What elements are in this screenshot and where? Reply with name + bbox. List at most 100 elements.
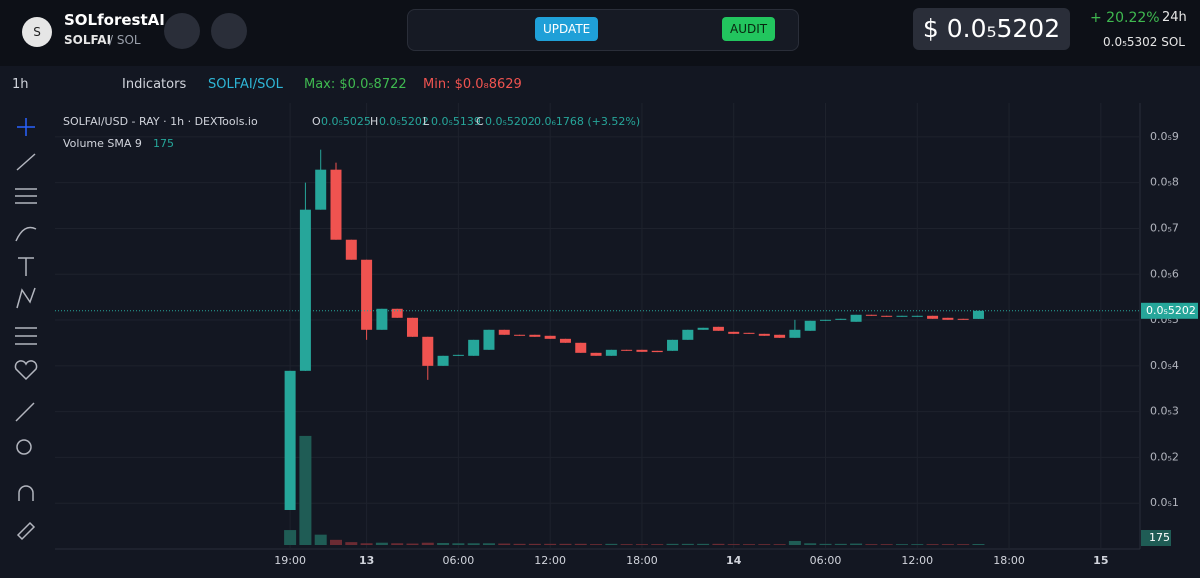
candle-body bbox=[728, 331, 740, 334]
x-tick-label: 14 bbox=[726, 554, 742, 567]
volume-axis-label: 175 bbox=[1149, 531, 1170, 544]
candle-body bbox=[498, 329, 510, 335]
volume-bar bbox=[972, 543, 985, 545]
token-name[interactable]: SOLforestAI bbox=[64, 11, 165, 29]
candle-body bbox=[972, 310, 984, 319]
candle-body bbox=[758, 333, 770, 336]
prediction-tool[interactable] bbox=[15, 327, 37, 345]
favorite-button[interactable] bbox=[164, 13, 200, 49]
audit-button[interactable]: AUDIT bbox=[722, 17, 776, 41]
volume-bar bbox=[743, 544, 756, 545]
volume-bar bbox=[590, 544, 603, 545]
price: $ 0.0₅5202 bbox=[913, 8, 1070, 50]
pattern-tool[interactable] bbox=[16, 287, 36, 309]
volume-bar bbox=[391, 543, 404, 545]
legend-key: H bbox=[370, 115, 378, 128]
candle-body bbox=[621, 349, 633, 351]
legend: SOLFAI/USD - RAY · 1h · DEXTools.io O 0.… bbox=[63, 115, 640, 150]
crosshair-tool[interactable] bbox=[17, 118, 35, 136]
min: Min: $0.0₈8629 bbox=[423, 77, 522, 92]
volume-bar bbox=[544, 543, 557, 545]
volume-bar bbox=[850, 543, 863, 545]
symbol: SOLFAI bbox=[64, 33, 112, 47]
candle-body bbox=[529, 334, 541, 337]
brush-tool[interactable] bbox=[15, 226, 37, 242]
volume-bar bbox=[941, 544, 954, 545]
candle-body bbox=[284, 370, 296, 510]
candle-body bbox=[544, 335, 556, 339]
volume-bar bbox=[467, 543, 480, 545]
x-tick-label: 19:00 bbox=[274, 554, 306, 567]
y-tick-label: 0.0₅6 bbox=[1150, 267, 1179, 280]
volume-bar bbox=[758, 544, 771, 545]
x-tick-label: 15 bbox=[1093, 554, 1108, 567]
volume-value: 175 bbox=[153, 137, 174, 150]
volume-bar bbox=[452, 543, 465, 545]
volume-bar bbox=[697, 543, 710, 545]
measure-tool[interactable] bbox=[15, 402, 35, 422]
fib-tool[interactable] bbox=[15, 188, 37, 204]
volume-bar bbox=[498, 543, 511, 545]
stay-drawing-tool[interactable] bbox=[16, 521, 36, 541]
magnet-tool[interactable] bbox=[18, 485, 34, 501]
candle-body bbox=[452, 354, 464, 356]
text-tool[interactable] bbox=[18, 257, 34, 276]
volume-bar bbox=[482, 543, 495, 545]
max: Max: $0.0₅8722 bbox=[304, 77, 407, 92]
zoom-tool[interactable] bbox=[16, 439, 32, 455]
y-tick-label: 0.0₅4 bbox=[1150, 359, 1179, 372]
legend-value: 0.0₅5202 bbox=[485, 115, 535, 128]
volume-bar bbox=[712, 543, 725, 545]
candle-body bbox=[804, 320, 816, 331]
volume-bar bbox=[819, 543, 832, 545]
candle-body bbox=[590, 352, 602, 356]
candle-body bbox=[406, 317, 418, 337]
candle-body bbox=[315, 169, 327, 210]
volume-bar bbox=[513, 543, 526, 545]
candle-body bbox=[376, 308, 388, 330]
favorite-tools[interactable] bbox=[14, 360, 38, 381]
x-tick-label: 06:00 bbox=[810, 554, 842, 567]
volume-bar bbox=[865, 544, 878, 545]
volume-bar bbox=[773, 544, 786, 545]
volume-bar bbox=[804, 543, 817, 545]
candle-body bbox=[605, 349, 617, 356]
candle-body bbox=[330, 169, 342, 240]
x-tick-label: 18:00 bbox=[626, 554, 658, 567]
legend-value: 0.0₅5139 bbox=[431, 115, 481, 128]
volume-bar bbox=[880, 544, 893, 545]
candle-body bbox=[636, 349, 648, 352]
x-tick-label: 12:00 bbox=[901, 554, 933, 567]
x-tick-label: 06:00 bbox=[443, 554, 475, 567]
volume-bar bbox=[330, 539, 343, 545]
legend-key: C bbox=[476, 115, 484, 128]
candle-body bbox=[881, 315, 893, 317]
line-tool[interactable] bbox=[16, 153, 36, 171]
volume-bar bbox=[284, 530, 297, 545]
volume-bar bbox=[574, 543, 587, 545]
candle-body bbox=[819, 319, 831, 321]
interval[interactable]: 1h bbox=[12, 77, 29, 92]
candle-body bbox=[789, 329, 801, 338]
update-button[interactable]: UPDATE bbox=[535, 17, 599, 41]
y-tick-label: 0.0₅5 bbox=[1150, 313, 1179, 326]
candle-body bbox=[514, 334, 526, 336]
y-tick-label: 0.0₅3 bbox=[1150, 405, 1179, 418]
candle-body bbox=[667, 339, 679, 351]
volume-bar bbox=[957, 544, 970, 545]
share-button[interactable] bbox=[211, 13, 247, 49]
y-tick-label: 0.0₅2 bbox=[1150, 450, 1179, 463]
volume-bar bbox=[605, 543, 618, 545]
indicators[interactable]: Indicators bbox=[122, 77, 187, 92]
volume-bar bbox=[421, 542, 434, 545]
candle-body bbox=[957, 318, 969, 320]
candle-body bbox=[850, 314, 862, 322]
candle-body bbox=[651, 350, 663, 353]
volume-bar bbox=[926, 544, 939, 545]
last-price-box bbox=[1141, 302, 1198, 319]
last-price-label: 0.0₅5202 bbox=[1146, 304, 1196, 317]
candle-body bbox=[483, 329, 495, 350]
volume-name: Volume SMA 9 bbox=[63, 137, 142, 150]
toolbar-pair[interactable]: SOLFAI/SOL bbox=[208, 77, 283, 92]
volume-bar bbox=[375, 542, 388, 545]
